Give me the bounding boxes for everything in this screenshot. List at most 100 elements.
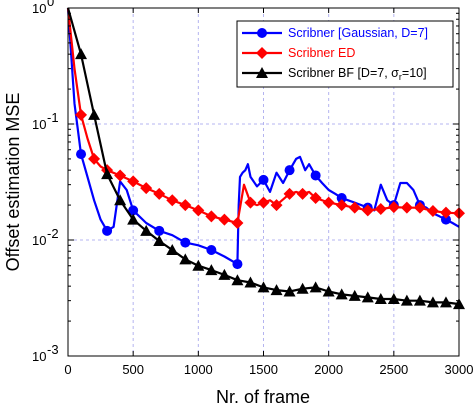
- data-point: [102, 225, 113, 236]
- data-point: [88, 152, 101, 165]
- data-point: [257, 28, 267, 38]
- data-point: [361, 291, 374, 303]
- data-point: [270, 199, 283, 212]
- y-tick-label: 10 0: [32, 0, 54, 16]
- data-point: [218, 268, 231, 280]
- x-tick-label: 1500: [249, 362, 278, 377]
- data-point: [206, 244, 217, 255]
- data-point: [154, 225, 165, 236]
- y-tick-label-exponent: -1: [47, 110, 59, 125]
- data-point: [232, 259, 243, 270]
- data-point: [153, 235, 166, 247]
- data-point: [440, 214, 451, 225]
- data-point: [192, 204, 205, 217]
- data-point: [75, 48, 88, 60]
- data-point: [439, 296, 452, 308]
- legend-label-subscript: r: [399, 72, 402, 82]
- data-point: [127, 213, 140, 225]
- data-point: [348, 289, 361, 301]
- data-point: [231, 217, 244, 230]
- legend-label-suffix: =10]: [402, 66, 427, 80]
- legend-label: Scribner ED: [288, 46, 355, 60]
- legend-item: Scribner BF [D=7, σr=10]: [242, 66, 427, 82]
- data-point: [310, 170, 321, 181]
- data-point: [140, 182, 153, 195]
- data-point: [270, 284, 283, 296]
- data-point: [153, 187, 166, 200]
- data-point: [88, 108, 101, 120]
- data-point: [231, 274, 244, 286]
- data-point: [256, 47, 268, 59]
- data-point: [400, 201, 413, 214]
- data-point: [335, 288, 348, 300]
- legend-label: Scribner BF [D=7, σr=10]: [288, 66, 427, 82]
- data-point: [309, 281, 322, 293]
- x-tick-label: 2500: [379, 362, 408, 377]
- data-point: [244, 276, 257, 288]
- data-point: [258, 174, 269, 185]
- y-tick-label: 10 -3: [32, 342, 59, 364]
- data-point: [348, 201, 361, 214]
- data-point: [257, 281, 270, 293]
- data-point: [140, 224, 153, 236]
- data-point: [296, 282, 309, 294]
- data-point: [205, 264, 218, 276]
- data-point: [374, 203, 387, 216]
- y-tick-label: 10 -1: [32, 110, 59, 132]
- y-axis-label: Offset estimation MSE: [3, 93, 23, 272]
- series-triangle: [66, 7, 465, 310]
- series-layer: [66, 7, 465, 310]
- x-tick-label: 2000: [314, 362, 343, 377]
- data-point: [374, 293, 387, 305]
- y-tick-label-base: 10: [32, 117, 46, 132]
- legend-item: Scribner [Gaussian, D=7]: [242, 26, 428, 40]
- data-point: [76, 149, 87, 160]
- ticks: [67, 7, 460, 357]
- data-point: [322, 285, 335, 297]
- x-tick-label: 3000: [445, 362, 474, 377]
- data-point: [257, 196, 270, 209]
- data-point: [192, 259, 205, 271]
- y-tick-label-exponent: -2: [47, 226, 59, 241]
- data-point: [244, 196, 257, 209]
- data-point: [387, 293, 400, 305]
- data-point: [284, 165, 295, 176]
- y-tick-label-base: 10: [32, 349, 46, 364]
- data-point: [283, 187, 296, 200]
- x-tick-label: 500: [122, 362, 144, 377]
- data-point: [114, 194, 127, 206]
- x-axis-label: Nr. of frame: [216, 387, 310, 407]
- data-point: [179, 199, 192, 212]
- data-point: [114, 169, 127, 182]
- legend: Scribner [Gaussian, D=7] Scribner ED Scrib…: [236, 20, 454, 88]
- y-tick-label-exponent: 0: [47, 0, 54, 9]
- y-tick-label-base: 10: [32, 1, 46, 16]
- data-point: [128, 205, 139, 216]
- x-tick-label: 0: [64, 362, 71, 377]
- data-point: [439, 206, 452, 219]
- data-point: [205, 210, 218, 223]
- series-line: [66, 7, 460, 266]
- data-point: [101, 168, 114, 180]
- data-point: [426, 204, 439, 217]
- data-point: [400, 294, 413, 306]
- data-point: [283, 285, 296, 297]
- series-circle: [66, 7, 460, 270]
- x-tick-label: 1000: [184, 362, 213, 377]
- data-point: [336, 193, 347, 204]
- data-point: [179, 253, 192, 265]
- data-point: [75, 108, 88, 121]
- data-point: [166, 243, 179, 255]
- data-point: [166, 194, 179, 207]
- data-point: [296, 187, 309, 200]
- y-tick-label-exponent: -3: [47, 342, 59, 357]
- x-tick-labels: 0 500 1000 1500 2000 2500 3000: [64, 362, 473, 377]
- data-point: [218, 213, 231, 226]
- data-point: [127, 175, 140, 188]
- data-point: [180, 237, 191, 248]
- data-point: [335, 199, 348, 212]
- series-diamond: [66, 7, 465, 230]
- legend-label: Scribner [Gaussian, D=7]: [288, 26, 428, 40]
